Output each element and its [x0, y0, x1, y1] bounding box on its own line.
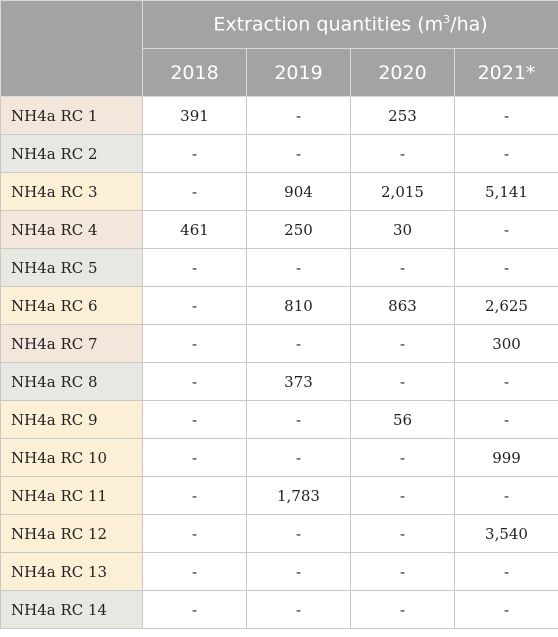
header-row-years: 2018 2019 2020 2021*	[1, 48, 558, 97]
table-row: NH4a RC 12- - -3,540	[0, 514, 558, 553]
value-cell: -	[246, 248, 351, 287]
value-cell: -	[350, 552, 455, 591]
row-label: NH4a RC 4	[0, 210, 143, 249]
value-cell: -	[453, 400, 558, 439]
value-cell: 5,141	[453, 172, 558, 211]
value-cell: 2,015	[350, 172, 455, 211]
value-cell: -	[350, 248, 455, 287]
table-row: NH4a RC 5----	[0, 248, 558, 287]
value-cell: -	[142, 362, 247, 401]
table-row: NH4a RC 8-373- -	[0, 362, 558, 401]
value-cell: 250	[246, 210, 351, 249]
value-cell: -	[246, 552, 351, 591]
value-cell: -	[246, 514, 351, 553]
table-row: NH4a RC 6-810 863 2,625	[0, 286, 558, 325]
value-cell: -	[246, 324, 351, 363]
value-cell: 391	[142, 96, 247, 135]
row-label: NH4a RC 12	[0, 514, 143, 553]
row-label: NH4a RC 8	[0, 362, 143, 401]
value-cell: 253	[350, 96, 455, 135]
row-label: NH4a RC 2	[0, 134, 143, 173]
value-cell: -	[453, 248, 558, 287]
value-cell: -	[350, 134, 455, 173]
value-cell: -	[246, 438, 351, 477]
row-label: NH4a RC 6	[0, 286, 143, 325]
value-cell: -	[246, 590, 351, 629]
value-cell: -	[453, 590, 558, 629]
value-cell: 904	[246, 172, 351, 211]
table-row: NH4a RC 4 461 250 30-	[0, 210, 558, 249]
value-cell: -	[142, 172, 247, 211]
value-cell: 56	[350, 400, 455, 439]
value-cell: 863	[350, 286, 455, 325]
value-cell: 300	[453, 324, 558, 363]
value-cell: -	[142, 248, 247, 287]
value-cell: -	[142, 438, 247, 477]
corner-cell	[0, 0, 143, 97]
table-body: NH4a RC 1 391-253- NH4a RC 2- - - - NH4a RC 3-…	[0, 96, 558, 629]
extraction-quantities-header: Extraction quantities (m3/ha)	[141, 0, 558, 49]
table-row: NH4a RC 2----	[0, 134, 558, 173]
value-cell: -	[142, 552, 247, 591]
row-label: NH4a RC 7	[0, 324, 143, 363]
row-label: NH4a RC 14	[0, 590, 143, 629]
value-cell: -	[142, 514, 247, 553]
value-cell: 810	[246, 286, 351, 325]
row-label: NH4a RC 3	[0, 172, 143, 211]
value-cell: -	[453, 362, 558, 401]
table-row: NH4a RC 1 391-253-	[0, 96, 558, 135]
value-cell: -	[453, 96, 558, 135]
row-label: NH4a RC 1	[0, 96, 143, 135]
row-label: NH4a RC 10	[0, 438, 143, 477]
value-cell: -	[350, 362, 455, 401]
value-cell: -	[350, 514, 455, 553]
value-cell: -	[142, 324, 247, 363]
value-cell: -	[142, 476, 247, 515]
value-cell: 3,540	[453, 514, 558, 553]
table-row: NH4a RC 7- - -300	[0, 324, 558, 363]
row-label: NH4a RC 9	[0, 400, 143, 439]
value-cell: -	[350, 438, 455, 477]
header-label-post: /ha)	[450, 13, 488, 36]
table-row: NH4a RC 3-904 2,015 5,141	[0, 172, 558, 211]
row-label: NH4a RC 5	[0, 248, 143, 287]
year-header-2021: 2021*	[453, 48, 558, 97]
value-cell: -	[350, 476, 455, 515]
value-cell: -	[453, 476, 558, 515]
row-label: NH4a RC 11	[0, 476, 143, 515]
year-header-2019: 2019	[246, 48, 351, 97]
row-label: NH4a RC 13	[0, 552, 143, 591]
table-row: NH4a RC 14- - - -	[0, 590, 558, 629]
value-cell: 999	[453, 438, 558, 477]
value-cell: -	[453, 134, 558, 173]
value-cell: 1,783	[246, 476, 351, 515]
value-cell: -	[142, 590, 247, 629]
value-cell: -	[142, 286, 247, 325]
table-row: NH4a RC 10- - -999	[0, 438, 558, 477]
table-row: NH4a RC 9- -56-	[0, 400, 558, 439]
table-row: NH4a RC 13- - - -	[0, 552, 558, 591]
value-cell: -	[350, 590, 455, 629]
header-row-super: Extraction quantities (m3/ha)	[0, 0, 558, 97]
value-cell: 373	[246, 362, 351, 401]
value-cell: -	[246, 400, 351, 439]
value-cell: -	[453, 552, 558, 591]
value-cell: -	[246, 134, 351, 173]
value-cell: 30	[350, 210, 455, 249]
value-cell: -	[142, 400, 247, 439]
table-row: NH4a RC 11-1,783- -	[0, 476, 558, 515]
header-label-pre: Extraction quantities (m	[213, 13, 444, 36]
header-label-sup: 3	[443, 13, 451, 27]
value-cell: -	[142, 134, 247, 173]
value-cell: 2,625	[453, 286, 558, 325]
value-cell: -	[246, 96, 351, 135]
value-cell: -	[453, 210, 558, 249]
year-header-2018: 2018	[142, 48, 247, 97]
year-header-2020: 2020	[350, 48, 455, 97]
value-cell: -	[350, 324, 455, 363]
value-cell: 461	[142, 210, 247, 249]
